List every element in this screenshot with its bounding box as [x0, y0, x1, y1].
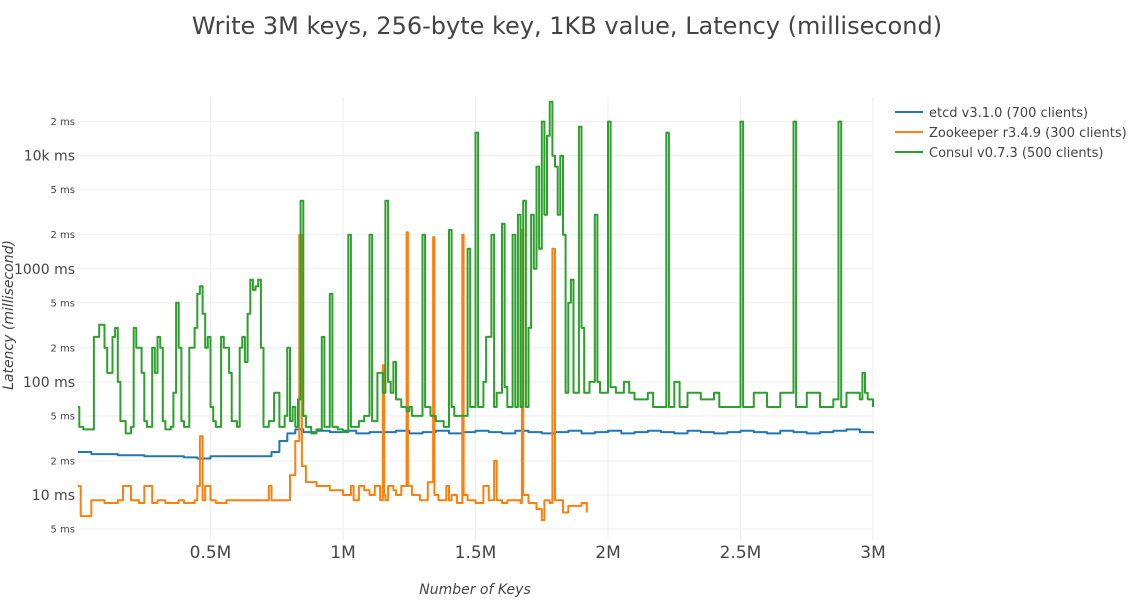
x-tick-label: 2M: [595, 543, 620, 563]
y-tick-label: 100 ms: [23, 375, 75, 391]
y-tick-label: 5 ms: [51, 298, 76, 309]
x-axis-label: Number of Keys: [419, 582, 531, 598]
x-axis-ticks: 0.5M 1M 1.5M 2M 2.5M 3M: [190, 543, 886, 563]
y-tick-label: 1000 ms: [14, 262, 75, 278]
x-tick-label: 2.5M: [720, 543, 762, 563]
x-tick-label: 1M: [330, 543, 355, 563]
y-tick-label: 10 ms: [32, 488, 75, 504]
y-axis-label: Latency (millisecond): [1, 240, 17, 390]
y-tick-label: 2 ms: [51, 117, 76, 128]
y-axis-ticks: 5 ms 10 ms 2 ms 5 ms 100 ms 2 ms 5 ms 1000 ms 2 …: [14, 117, 75, 535]
series-line-1: [78, 229, 588, 522]
legend-item-2[interactable]: Consul v0.7.3 (500 clients): [929, 146, 1104, 161]
x-tick-label: 1.5M: [455, 543, 497, 563]
y-tick-label: 2 ms: [51, 456, 76, 467]
y-tick-label: 2 ms: [51, 343, 76, 354]
y-tick-label: 5 ms: [51, 411, 76, 422]
y-tick-label: 10k ms: [24, 149, 75, 165]
legend[interactable]: etcd v3.1.0 (700 clients) Zookeeper r3.4.…: [895, 106, 1127, 161]
y-tick-label: 5 ms: [51, 525, 76, 536]
legend-item-0[interactable]: etcd v3.1.0 (700 clients): [929, 106, 1088, 121]
x-tick-label: 0.5M: [190, 543, 232, 563]
x-tick-label: 3M: [860, 543, 885, 563]
series-lines: [78, 100, 874, 522]
series-line-2: [78, 100, 874, 435]
legend-item-1[interactable]: Zookeeper r3.4.9 (300 clients): [929, 126, 1127, 141]
chart-title: Write 3M keys, 256-byte key, 1KB value, …: [192, 12, 942, 40]
y-tick-label: 5 ms: [51, 185, 76, 196]
series-line-0: [78, 428, 874, 460]
y-tick-label: 2 ms: [51, 230, 76, 241]
